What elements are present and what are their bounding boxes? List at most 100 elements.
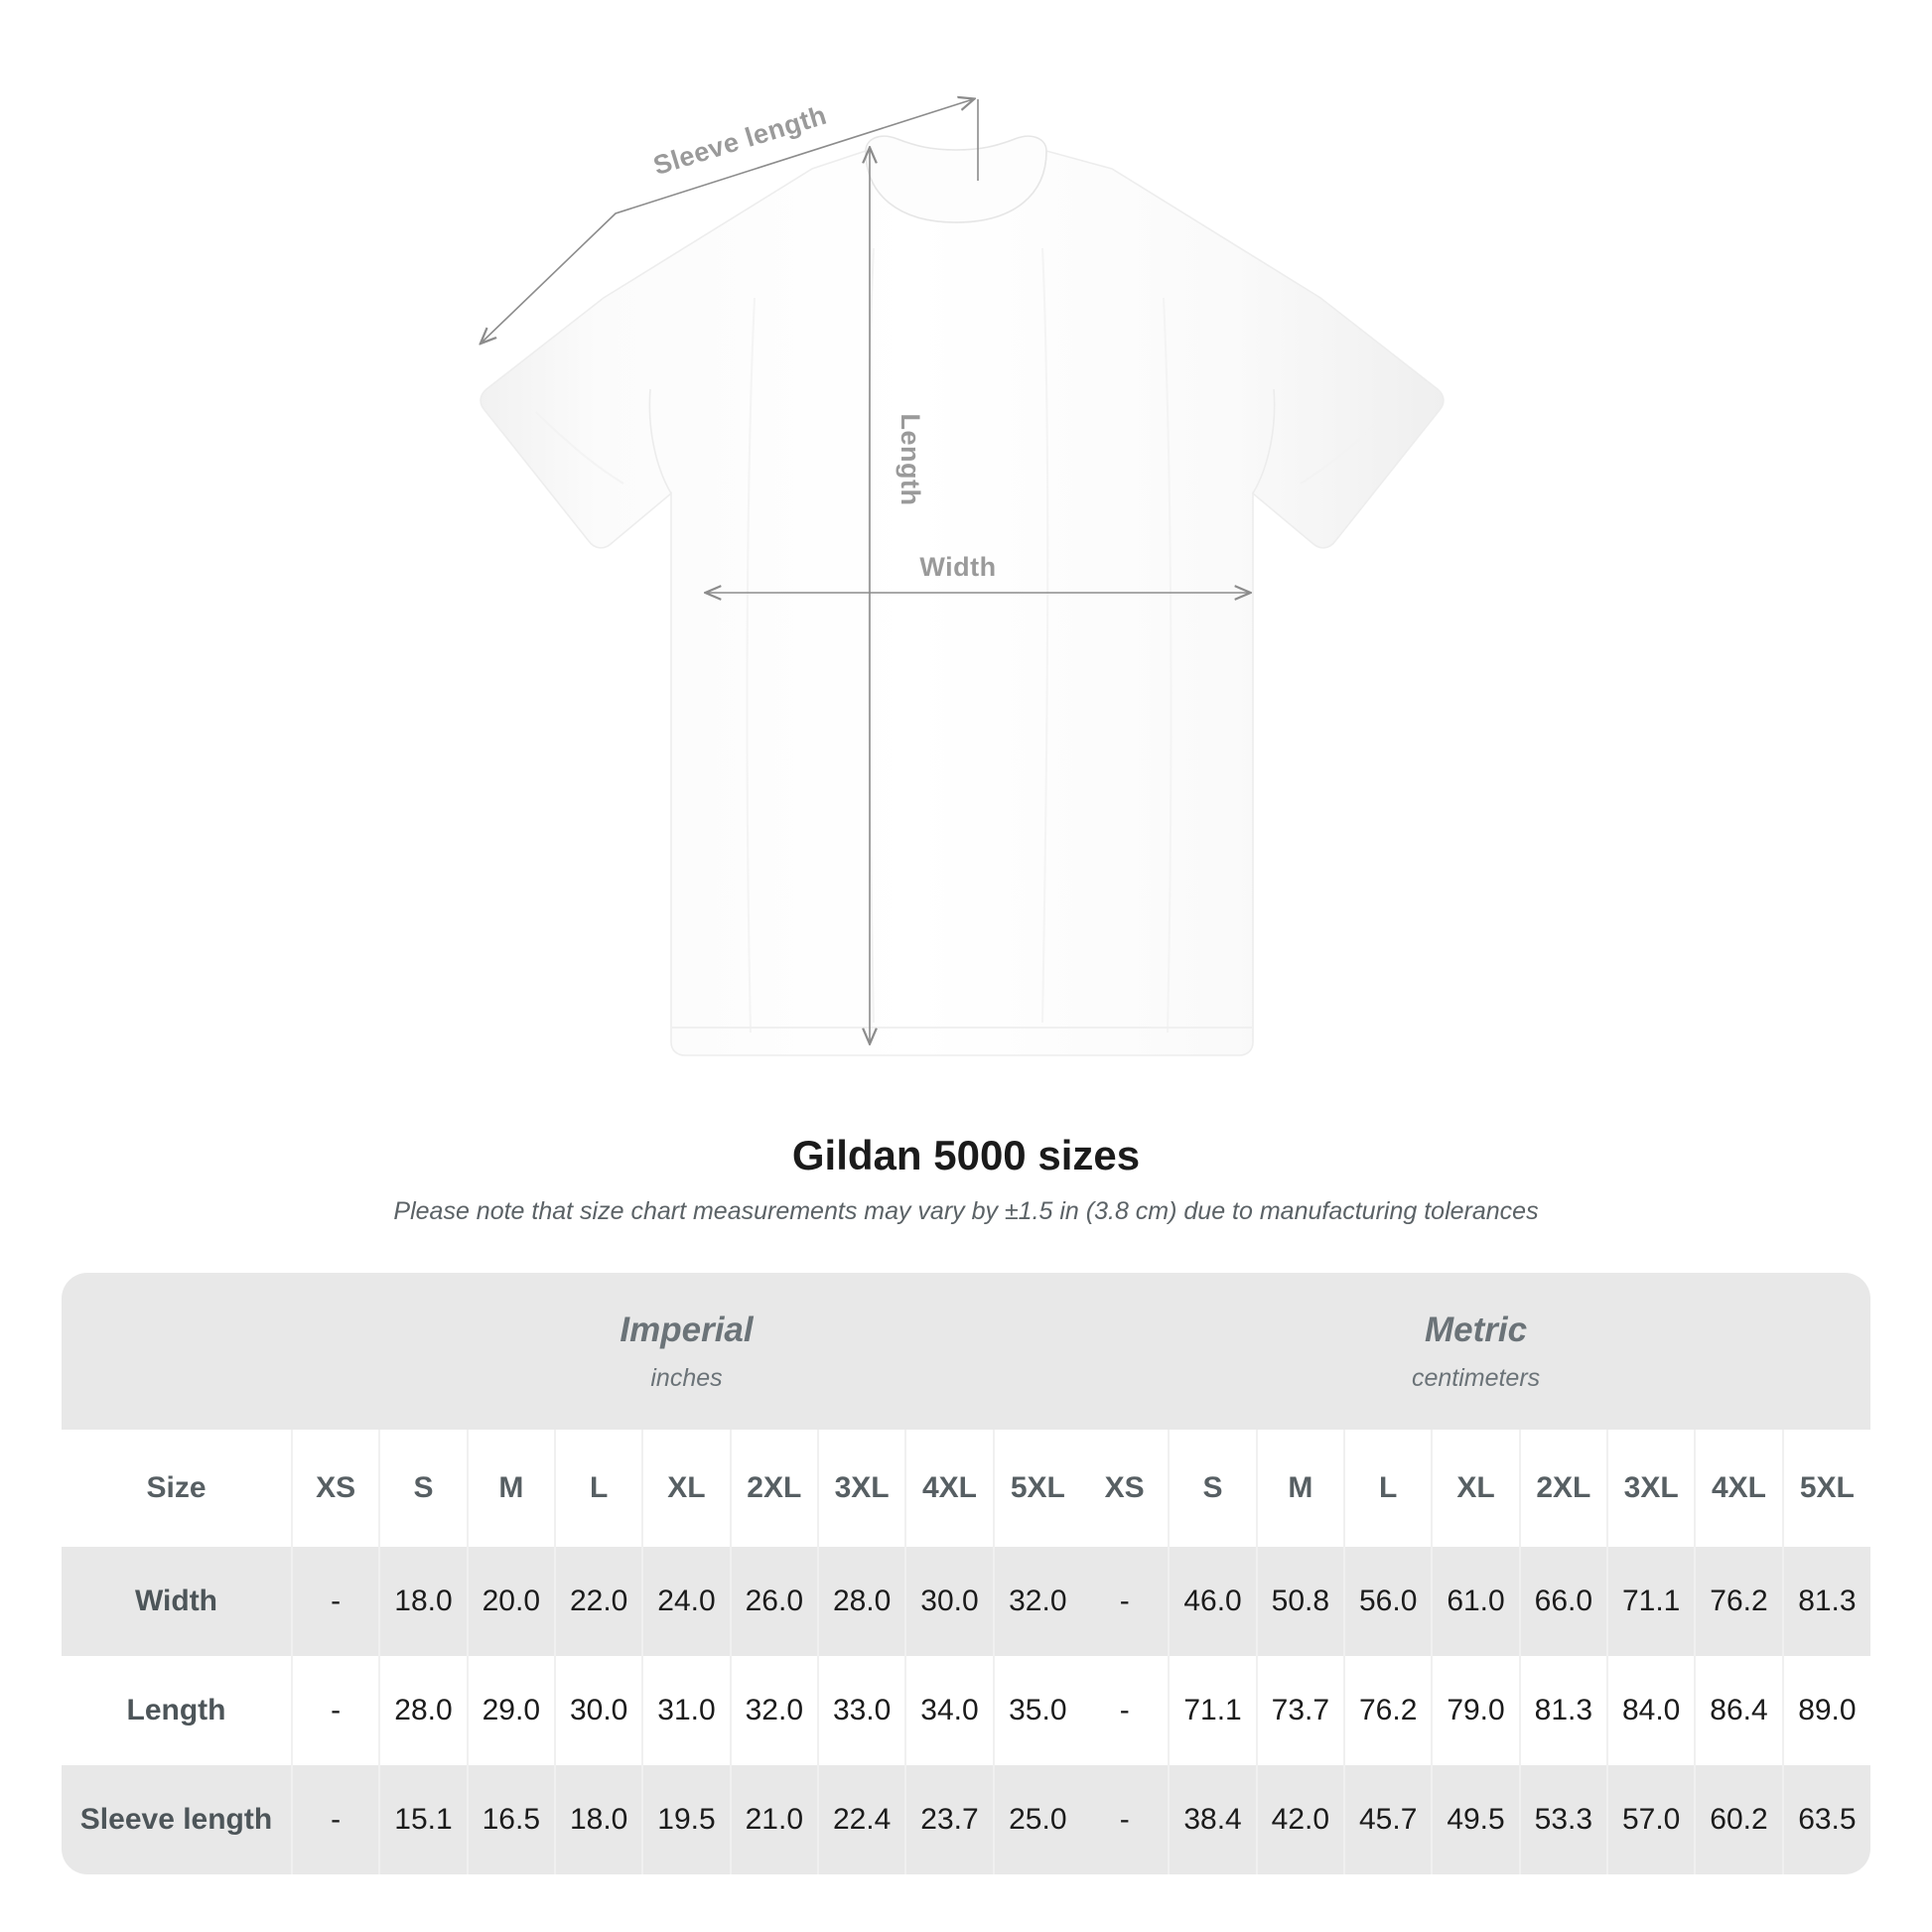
cell-imperial-length-3xl: 33.0	[816, 1656, 906, 1765]
unit-header-spacer	[62, 1273, 292, 1430]
sleeve-length-label: Sleeve length	[650, 100, 830, 181]
page-subtitle: Please note that size chart measurements…	[393, 1197, 1539, 1226]
sleeve-length-arrow	[482, 99, 973, 343]
tshirt-illustration	[480, 135, 1445, 1056]
size-header-cell-3xl: 3XL	[816, 1430, 906, 1547]
unit-header-row: Imperial inches Metric centimeters	[62, 1273, 1871, 1430]
unit-name: Metric	[1425, 1311, 1528, 1349]
cell-metric-sleeve-length-5xl: 63.5	[1781, 1765, 1871, 1874]
size-header-cell-4xl: 4XL	[904, 1430, 994, 1547]
size-header-row: Size XS S M L XL 2XL 3XL 4XL 5XL XS S M L XL 2XL 3XL 4XL 5…	[62, 1430, 1871, 1547]
cell-imperial-width-xs: -	[290, 1547, 380, 1656]
unit-header-imperial: Imperial inches	[292, 1273, 1082, 1430]
size-header-cell-xs: XS	[290, 1430, 380, 1547]
cell-metric-sleeve-length-l: 45.7	[1343, 1765, 1433, 1874]
cell-metric-length-l: 76.2	[1343, 1656, 1433, 1765]
cell-metric-length-m: 73.7	[1255, 1656, 1345, 1765]
cell-imperial-width-m: 20.0	[466, 1547, 555, 1656]
row-label-width: Width	[62, 1547, 292, 1656]
size-header-cell-2xl: 2XL	[729, 1430, 818, 1547]
width-measure: Width	[707, 552, 1249, 593]
cell-metric-length-s: 71.1	[1168, 1656, 1257, 1765]
cell-imperial-length-xs: -	[290, 1656, 380, 1765]
width-label: Width	[919, 552, 996, 582]
cell-metric-sleeve-length-3xl: 57.0	[1605, 1765, 1696, 1874]
cell-imperial-sleeve-length-m: 16.5	[466, 1765, 555, 1874]
size-table-wrapper: Imperial inches Metric centimeters Size XS S M L…	[62, 1273, 1871, 1874]
cell-metric-length-xs: -	[1081, 1656, 1170, 1765]
cell-metric-sleeve-length-s: 38.4	[1168, 1765, 1257, 1874]
size-header-label: Size	[62, 1430, 292, 1547]
cell-metric-width-3xl: 71.1	[1605, 1547, 1696, 1656]
tshirt-fabric-folds	[535, 247, 1389, 1034]
cell-imperial-width-4xl: 30.0	[904, 1547, 994, 1656]
cell-imperial-width-l: 22.0	[553, 1547, 643, 1656]
table-row: Width -18.0 20.0 22.0 24.0 26.0 28.0 30.0 32.0-4…	[62, 1547, 1871, 1656]
cell-metric-length-5xl: 89.0	[1781, 1656, 1871, 1765]
cell-metric-sleeve-length-m: 42.0	[1255, 1765, 1345, 1874]
size-header-cell-xl: XL	[641, 1430, 731, 1547]
cell-imperial-width-3xl: 28.0	[816, 1547, 906, 1656]
table-row: Length -28.0 29.0 30.0 31.0 32.0 33.0 34.0 35.0-…	[62, 1656, 1871, 1765]
unit-subtitle: centimeters	[1411, 1364, 1541, 1392]
cell-metric-sleeve-length-4xl: 60.2	[1694, 1765, 1783, 1874]
cell-imperial-sleeve-length-s: 15.1	[378, 1765, 468, 1874]
size-header-cell-m: M	[1255, 1430, 1345, 1547]
cell-imperial-length-m: 29.0	[466, 1656, 555, 1765]
size-header-cell-5xl: 5XL	[992, 1430, 1082, 1547]
cell-imperial-width-xl: 24.0	[641, 1547, 731, 1656]
unit-subtitle: inches	[650, 1364, 723, 1392]
cell-metric-width-xl: 61.0	[1431, 1547, 1520, 1656]
length-label: Length	[896, 414, 925, 506]
cell-metric-length-2xl: 81.3	[1518, 1656, 1607, 1765]
cell-metric-length-4xl: 86.4	[1694, 1656, 1783, 1765]
table-row: Sleeve length -15.1 16.5 18.0 19.5 21.0 22.4 23…	[62, 1765, 1871, 1874]
cell-metric-width-2xl: 66.0	[1518, 1547, 1607, 1656]
unit-name: Imperial	[620, 1311, 754, 1349]
tshirt-left-sleeve-seam	[648, 388, 672, 494]
tshirt-body-shape	[480, 149, 1445, 1056]
cell-metric-width-s: 46.0	[1168, 1547, 1257, 1656]
cell-metric-sleeve-length-xs: -	[1081, 1765, 1170, 1874]
cell-imperial-width-s: 18.0	[378, 1547, 468, 1656]
page-title: Gildan 5000 sizes	[791, 1132, 1141, 1178]
cell-imperial-length-s: 28.0	[378, 1656, 468, 1765]
cell-imperial-length-4xl: 34.0	[904, 1656, 994, 1765]
unit-header-metric: Metric centimeters	[1081, 1273, 1871, 1430]
cell-metric-width-xs: -	[1081, 1547, 1170, 1656]
size-header-cell-s: S	[378, 1430, 468, 1547]
cell-imperial-sleeve-length-2xl: 21.0	[729, 1765, 818, 1874]
cell-imperial-width-5xl: 32.0	[992, 1547, 1082, 1656]
cell-metric-length-xl: 79.0	[1431, 1656, 1520, 1765]
size-header-cell-xl: XL	[1431, 1430, 1520, 1547]
cell-imperial-length-l: 30.0	[553, 1656, 643, 1765]
cell-imperial-width-2xl: 26.0	[729, 1547, 818, 1656]
size-header-cell-l: L	[553, 1430, 643, 1547]
title-block: Gildan 5000 sizes Please note that size …	[0, 1132, 1932, 1226]
cell-metric-length-3xl: 84.0	[1605, 1656, 1696, 1765]
cell-imperial-length-xl: 31.0	[641, 1656, 731, 1765]
cell-metric-width-l: 56.0	[1343, 1547, 1433, 1656]
row-label-sleeve-length: Sleeve length	[62, 1765, 292, 1874]
size-header-cell-5xl: 5XL	[1781, 1430, 1871, 1547]
size-table: Imperial inches Metric centimeters Size XS S M L…	[62, 1273, 1871, 1874]
cell-metric-sleeve-length-2xl: 53.3	[1518, 1765, 1607, 1874]
cell-imperial-length-2xl: 32.0	[729, 1656, 818, 1765]
size-header-cell-xs: XS	[1081, 1430, 1170, 1547]
tshirt-right-sleeve-seam	[1252, 388, 1276, 494]
cell-imperial-sleeve-length-xl: 19.5	[641, 1765, 731, 1874]
size-header-cell-m: M	[466, 1430, 555, 1547]
size-header-cell-3xl: 3XL	[1605, 1430, 1696, 1547]
cell-imperial-sleeve-length-l: 18.0	[553, 1765, 643, 1874]
cell-imperial-sleeve-length-xs: -	[290, 1765, 380, 1874]
cell-imperial-sleeve-length-5xl: 25.0	[992, 1765, 1082, 1874]
cell-imperial-sleeve-length-4xl: 23.7	[904, 1765, 994, 1874]
cell-metric-width-4xl: 76.2	[1694, 1547, 1783, 1656]
tshirt-diagram: Sleeve length Length Width	[0, 0, 1445, 1056]
size-header-cell-2xl: 2XL	[1518, 1430, 1607, 1547]
size-header-cell-4xl: 4XL	[1694, 1430, 1783, 1547]
cell-imperial-sleeve-length-3xl: 22.4	[816, 1765, 906, 1874]
size-header-cell-l: L	[1343, 1430, 1433, 1547]
row-label-length: Length	[62, 1656, 292, 1765]
